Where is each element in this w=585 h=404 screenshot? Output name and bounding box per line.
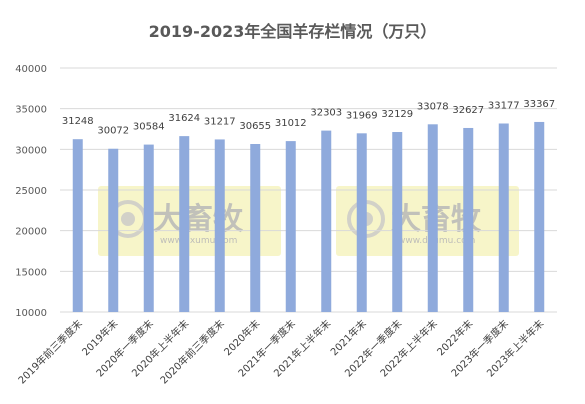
watermark-text: 大畜牧 <box>153 202 244 237</box>
data-label: 33367 <box>523 99 555 110</box>
data-label: 31248 <box>62 116 94 127</box>
y-tick-label: 30000 <box>15 145 47 156</box>
data-label: 31217 <box>204 116 236 127</box>
bar <box>285 141 296 312</box>
data-label: 30072 <box>97 126 129 137</box>
bar <box>72 139 83 312</box>
data-label: 32129 <box>381 109 413 120</box>
bar <box>143 144 154 312</box>
bar <box>427 124 438 312</box>
bar <box>179 136 190 312</box>
data-label: 32627 <box>452 105 484 116</box>
bar <box>356 133 367 312</box>
bar <box>498 123 509 312</box>
y-tick-label: 15000 <box>15 267 47 278</box>
data-label: 31624 <box>168 113 200 124</box>
data-label: 31012 <box>275 118 307 129</box>
bars <box>72 121 545 313</box>
data-label: 30584 <box>133 122 165 133</box>
chart-title: 2019-2023年全国羊存栏情况（万只） <box>148 22 437 41</box>
data-label: 31969 <box>346 110 378 121</box>
bar <box>250 144 261 312</box>
data-label: 33177 <box>488 100 520 111</box>
x-tick-label: 2022年上半年末 <box>377 317 440 380</box>
watermark-logo-dot-icon <box>121 212 135 226</box>
y-tick-label: 40000 <box>15 64 47 75</box>
bar <box>463 127 474 312</box>
y-tick-label: 20000 <box>15 227 47 238</box>
x-tick-label: 2020年前三季度末 <box>157 317 227 387</box>
bar <box>392 132 403 312</box>
data-label: 32303 <box>310 108 342 119</box>
y-axis: 10000 15000 20000 25000 30000 35000 40000 <box>15 64 47 319</box>
x-tick-label: 2023年上半年末 <box>484 317 547 380</box>
data-label: 33078 <box>417 101 449 112</box>
x-tick-label: 2021年上半年末 <box>271 317 334 380</box>
bar <box>214 139 225 312</box>
data-label: 30655 <box>239 121 271 132</box>
watermark-site: www.dxumu.com <box>160 236 237 246</box>
y-tick-label: 35000 <box>15 105 47 116</box>
gridlines <box>60 67 557 313</box>
bar <box>108 148 119 312</box>
y-tick-label: 10000 <box>15 308 47 319</box>
x-axis: 2019年前三季度末2019年末2020年一季度末2020年上半年末2020年前… <box>15 317 546 387</box>
bar <box>321 130 332 312</box>
y-tick-label: 25000 <box>15 186 47 197</box>
bar <box>534 121 545 313</box>
x-tick-label: 2019年前三季度末 <box>15 317 85 387</box>
